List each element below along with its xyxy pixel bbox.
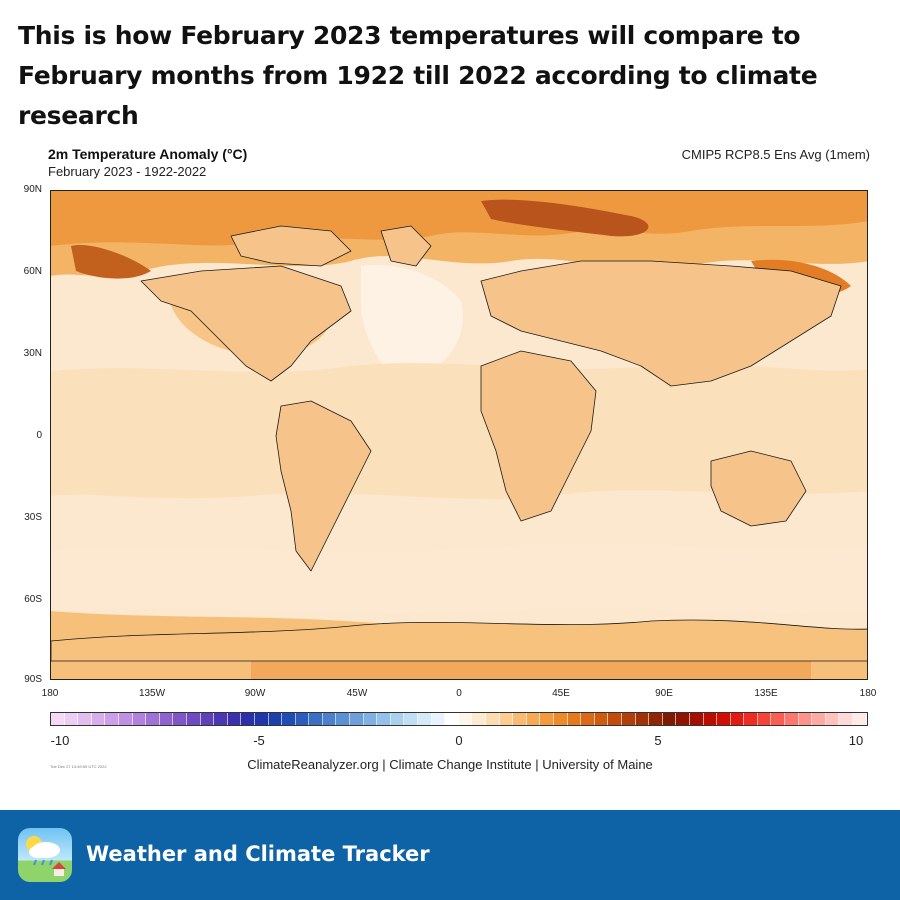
colorbar-label-10: 10 bbox=[848, 733, 864, 748]
colorbar-cell bbox=[458, 713, 473, 725]
colorbar-cell bbox=[214, 713, 228, 725]
colorbar-cell bbox=[241, 713, 255, 725]
colorbar-cell bbox=[78, 713, 92, 725]
colorbar-cell bbox=[581, 713, 595, 725]
lat-label-90n: 90N bbox=[23, 184, 42, 195]
colorbar-cell bbox=[418, 713, 432, 725]
lon-label-45w: 45W bbox=[346, 688, 368, 699]
credit-line: ClimateReanalyzer.org | Climate Change I… bbox=[247, 757, 653, 772]
lat-label-30n: 30N bbox=[23, 348, 42, 359]
lat-label-60n: 60N bbox=[23, 266, 42, 277]
map-title: 2m Temperature Anomaly (°C) bbox=[48, 146, 248, 162]
colorbar-cell bbox=[363, 713, 378, 725]
colorbar-cell bbox=[499, 713, 514, 725]
lon-label-45e: 45E bbox=[552, 688, 570, 699]
colorbar-cell bbox=[567, 713, 582, 725]
lat-label-60s: 60S bbox=[24, 594, 42, 605]
colorbar-label-neg10: -10 bbox=[50, 733, 70, 748]
colorbar-cell bbox=[594, 713, 609, 725]
colorbar-cell bbox=[553, 713, 568, 725]
lon-label-180w: 180 bbox=[41, 688, 59, 699]
colorbar-cell bbox=[51, 713, 65, 725]
colorbar-cell bbox=[254, 713, 269, 725]
colorbar-cell bbox=[64, 713, 79, 725]
lon-label-90w: 90W bbox=[244, 688, 266, 699]
weather-app-icon bbox=[18, 828, 72, 882]
colorbar-cell bbox=[472, 713, 486, 725]
colorbar-cell bbox=[404, 713, 419, 725]
colorbar-cell bbox=[322, 713, 337, 725]
colorbar-cell bbox=[227, 713, 242, 725]
headline: This is how February 2023 temperatures w… bbox=[18, 21, 818, 130]
colorbar-cell bbox=[105, 713, 119, 725]
colorbar-cell bbox=[390, 713, 405, 725]
colorbar-cell bbox=[649, 713, 663, 725]
colorbar-cell bbox=[757, 713, 772, 725]
model-label: CMIP5 RCP8.5 Ens Avg (1mem) bbox=[681, 147, 870, 162]
colorbar-cell bbox=[431, 713, 446, 725]
colorbar-cell bbox=[717, 713, 731, 725]
colorbar-cell bbox=[309, 713, 323, 725]
lat-label-0: 0 bbox=[36, 430, 42, 441]
colorbar-cell bbox=[785, 713, 799, 725]
colorbar-cell bbox=[377, 713, 391, 725]
colorbar-cell bbox=[146, 713, 160, 725]
colorbar-cell bbox=[159, 713, 174, 725]
colorbar-cell bbox=[350, 713, 364, 725]
app-name: Weather and Climate Tracker bbox=[86, 842, 430, 866]
colorbar-cell bbox=[445, 713, 459, 725]
lon-label-90e: 90E bbox=[655, 688, 673, 699]
colorbar-cell bbox=[540, 713, 554, 725]
colorbar-cell bbox=[608, 713, 622, 725]
colorbar-cell bbox=[173, 713, 187, 725]
lat-label-30s: 30S bbox=[24, 512, 42, 523]
lon-label-180e: 180 bbox=[859, 688, 877, 699]
lat-label-90s: 90S bbox=[24, 674, 42, 685]
colorbar-cell bbox=[689, 713, 704, 725]
colorbar-cell bbox=[662, 713, 677, 725]
map-subtitle: February 2023 - 1922-2022 bbox=[48, 164, 207, 179]
colorbar-cell bbox=[771, 713, 786, 725]
footer-bar: Weather and Climate Tracker bbox=[0, 810, 900, 900]
colorbar-cell bbox=[825, 713, 840, 725]
colorbar-cell bbox=[132, 713, 147, 725]
colorbar-cell bbox=[703, 713, 718, 725]
colorbar-cell bbox=[295, 713, 310, 725]
colorbar-cell bbox=[526, 713, 541, 725]
colorbar-cell bbox=[486, 713, 500, 725]
colorbar-cell bbox=[282, 713, 296, 725]
colorbar-cell bbox=[676, 713, 690, 725]
colorbar-label-0: 0 bbox=[455, 733, 463, 748]
colorbar-label-5: 5 bbox=[654, 733, 662, 748]
anomaly-map bbox=[50, 190, 868, 680]
colorbar-cell bbox=[853, 713, 867, 725]
colorbar-cell bbox=[118, 713, 133, 725]
colorbar-cell bbox=[621, 713, 636, 725]
colorbar-cell bbox=[200, 713, 215, 725]
colorbar-cell bbox=[513, 713, 527, 725]
colorbar-cell bbox=[186, 713, 201, 725]
lon-label-135e: 135E bbox=[754, 688, 778, 699]
lon-label-135w: 135W bbox=[138, 688, 166, 699]
colorbar-cell bbox=[268, 713, 283, 725]
colorbar-cell bbox=[744, 713, 758, 725]
colorbar-label-neg5: -5 bbox=[253, 733, 265, 748]
colorbar-cell bbox=[730, 713, 745, 725]
colorbar-cell bbox=[336, 713, 351, 725]
colorbar-cell bbox=[839, 713, 854, 725]
colorbar-cell bbox=[635, 713, 650, 725]
colorbar bbox=[50, 712, 868, 726]
timestamp: Tue Dec 27 13:49:59 UTC 2022 bbox=[50, 764, 107, 769]
colorbar-cell bbox=[91, 713, 106, 725]
colorbar-cell bbox=[798, 713, 813, 725]
colorbar-cell bbox=[812, 713, 826, 725]
lon-label-0: 0 bbox=[456, 688, 462, 699]
